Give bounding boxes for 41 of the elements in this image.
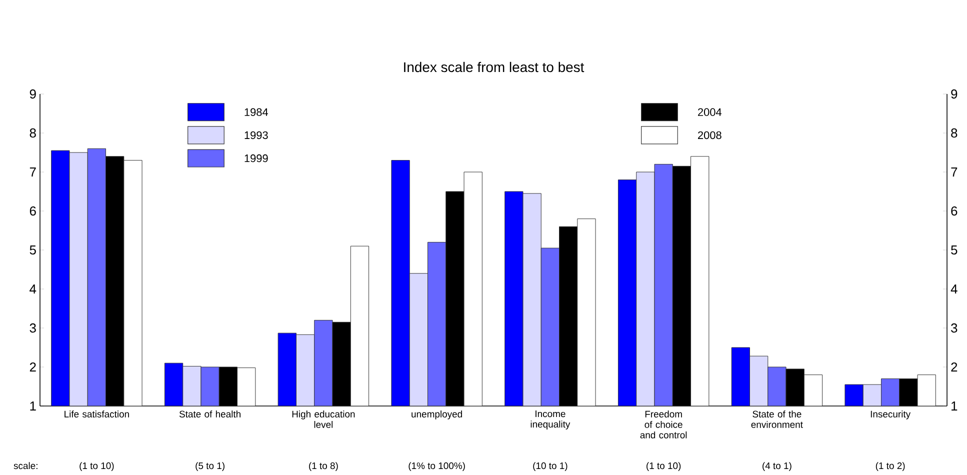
y-tick-label: 8 <box>951 128 958 138</box>
y-tick-label: 5 <box>951 245 958 255</box>
legend-label: 2004 <box>698 108 722 116</box>
legend-label: 1999 <box>244 154 268 162</box>
x-tick-label: High education level <box>292 410 355 428</box>
y2-tick-label: 5 <box>30 245 36 255</box>
y2-tick-label: 2 <box>30 362 36 372</box>
y2-tick-label: 7 <box>30 168 36 176</box>
y2-tick-label: 9 <box>30 89 36 99</box>
x-tick-label: Insecurity <box>870 410 911 420</box>
y2-tick-label: 1 <box>30 402 36 410</box>
legend-label: 2008 <box>698 131 722 140</box>
x-tick-label: State of the environment <box>751 410 803 428</box>
x-tick-label: Income inequality <box>530 410 570 430</box>
y-tick-label: 1 <box>952 402 958 410</box>
text: (5 to 1) <box>196 462 224 471</box>
text: scale: <box>14 462 38 470</box>
text: (10 to 1) <box>533 462 568 471</box>
legend-label: 1993 <box>244 131 268 140</box>
y-tick-label: 3 <box>951 323 958 333</box>
x-tick-label: Freedom of choice and control <box>640 410 687 438</box>
legend-label: 1984 <box>244 108 268 116</box>
y-tick-label: 6 <box>951 206 958 216</box>
text: (1 to 8) <box>309 462 338 471</box>
y2-tick-label: 8 <box>30 128 36 138</box>
x-tick-label: Life satisfaction <box>64 410 129 418</box>
text: (1 to 2) <box>876 462 905 471</box>
text: (1 to 10) <box>646 462 681 471</box>
text: (1% to 100%) <box>408 462 465 471</box>
y2-tick-label: 6 <box>30 206 36 216</box>
chart-title: Index scale from least to best <box>404 62 584 72</box>
text: (1 to 10) <box>80 462 114 471</box>
y2-tick-label: 4 <box>30 284 36 294</box>
y-tick-label: 2 <box>951 362 958 372</box>
y-tick-label: 7 <box>951 168 958 176</box>
x-tick-label: unemployed <box>412 410 462 420</box>
y-tick-label: 4 <box>950 284 958 294</box>
text: (4 to 1) <box>762 462 792 471</box>
y2-tick-label: 3 <box>30 323 36 333</box>
y-tick-label: 9 <box>951 89 958 99</box>
x-tick-label: State of health <box>179 410 240 418</box>
